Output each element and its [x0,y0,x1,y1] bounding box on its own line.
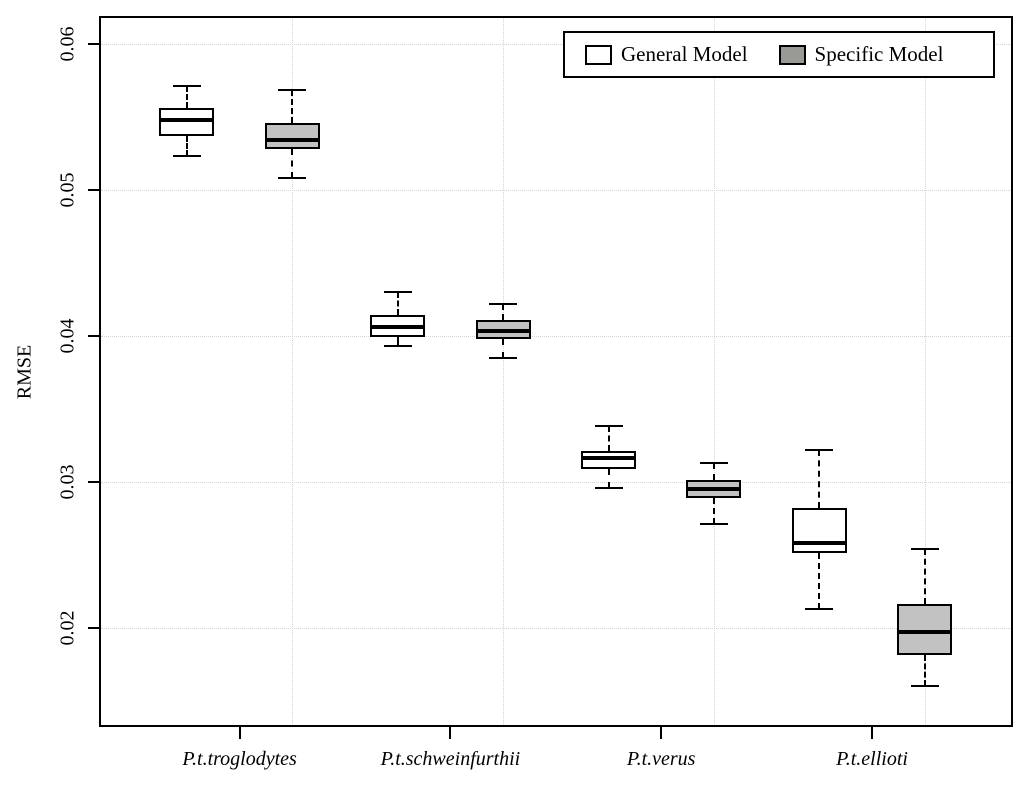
box-specific-P.t.schweinfurthii [475,319,531,339]
h-gridline-0.04 [101,335,1011,337]
whisker-cap-lower-general-P.t.schweinfurthii [383,344,412,347]
box-specific-P.t.ellioti [897,604,953,656]
x-category-label-P.t.verus: P.t.verus [626,748,696,770]
median-specific-P.t.ellioti [897,630,953,635]
whisker-cap-upper-general-P.t.troglodytes [172,85,201,88]
whisker-upper-specific-P.t.ellioti [923,548,926,605]
v-gridline-4 [503,18,505,725]
x-category-label-P.t.schweinfurthii: P.t.schweinfurthii [380,748,521,770]
whisker-lower-specific-P.t.ellioti [923,655,926,687]
y-tick-0.02 [88,626,99,629]
whisker-cap-lower-general-P.t.verus [594,486,623,489]
whisker-cap-lower-specific-P.t.verus [699,523,728,526]
plot-border [99,16,1013,727]
box-general-P.t.ellioti [791,508,847,554]
whisker-lower-specific-P.t.troglodytes [291,148,294,179]
y-tick-0.03 [88,480,99,483]
whisker-cap-upper-specific-P.t.troglodytes [278,89,307,92]
whisker-upper-general-P.t.ellioti [818,449,821,508]
h-gridline-0.05 [101,189,1011,191]
legend-swatch-specific [778,44,806,65]
whisker-cap-lower-specific-P.t.troglodytes [278,177,307,180]
whisker-upper-specific-P.t.schweinfurthii [502,303,505,320]
x-tick-P.t.verus [660,727,663,739]
median-specific-P.t.verus [686,487,742,492]
whisker-cap-lower-specific-P.t.schweinfurthii [489,356,518,359]
x-category-label-P.t.troglodytes: P.t.troglodytes [182,748,297,770]
legend-label-general: General Model [621,42,748,66]
legend-item-general: General Model [585,42,748,67]
x-category-label-P.t.ellioti: P.t.ellioti [836,748,908,770]
whisker-cap-lower-specific-P.t.ellioti [910,685,939,688]
median-general-P.t.verus [581,456,636,461]
y-tick-label-0.05: 0.05 [56,172,79,208]
whisker-cap-lower-general-P.t.troglodytes [172,155,201,158]
y-tick-label-0.03: 0.03 [56,464,79,500]
whisker-lower-general-P.t.troglodytes [185,135,188,157]
whisker-lower-general-P.t.schweinfurthii [396,337,399,346]
whisker-lower-specific-P.t.schweinfurthii [502,338,505,358]
whisker-upper-general-P.t.verus [607,426,610,452]
whisker-cap-upper-general-P.t.schweinfurthii [383,290,412,293]
legend-item-specific: Specific Model [778,42,944,67]
whisker-upper-specific-P.t.verus [712,462,715,481]
whisker-cap-upper-specific-P.t.verus [699,461,728,464]
whisker-cap-upper-specific-P.t.schweinfurthii [489,302,518,305]
v-gridline-6 [713,18,715,725]
box-general-P.t.troglodytes [159,107,215,136]
median-general-P.t.troglodytes [159,117,215,122]
median-general-P.t.ellioti [791,541,847,546]
whisker-cap-lower-general-P.t.ellioti [805,607,834,610]
h-gridline-0.06 [101,43,1011,45]
y-tick-label-0.06: 0.06 [56,26,79,62]
v-gridline-8 [924,18,926,725]
x-tick-P.t.troglodytes [238,727,241,739]
x-tick-P.t.schweinfurthii [449,727,452,739]
h-gridline-0.02 [101,627,1011,629]
x-tick-P.t.ellioti [871,727,873,739]
median-specific-P.t.troglodytes [264,138,320,143]
median-specific-P.t.schweinfurthii [475,329,531,334]
y-tick-label-0.04: 0.04 [56,318,79,354]
y-axis-title: RMSE [13,344,36,400]
whisker-upper-general-P.t.schweinfurthii [396,291,399,316]
whisker-upper-general-P.t.troglodytes [185,86,188,108]
legend-swatch-general [585,44,612,65]
y-tick-0.06 [88,42,99,45]
whisker-lower-general-P.t.verus [607,468,610,488]
legend: General Model Specific Model [563,31,995,78]
legend-label-specific: Specific Model [814,42,944,66]
y-tick-label-0.02: 0.02 [56,610,79,646]
h-gridline-0.03 [101,481,1011,483]
whisker-upper-specific-P.t.troglodytes [291,90,294,123]
whisker-lower-specific-P.t.verus [712,497,715,525]
median-general-P.t.schweinfurthii [370,324,426,329]
whisker-cap-upper-specific-P.t.ellioti [910,547,939,550]
box-specific-P.t.troglodytes [264,122,320,149]
whisker-cap-upper-general-P.t.ellioti [805,448,834,451]
v-gridline-2 [292,18,294,725]
y-tick-0.04 [88,334,99,337]
whisker-cap-upper-general-P.t.verus [594,425,623,428]
whisker-lower-general-P.t.ellioti [818,553,821,609]
y-tick-0.05 [88,188,99,191]
